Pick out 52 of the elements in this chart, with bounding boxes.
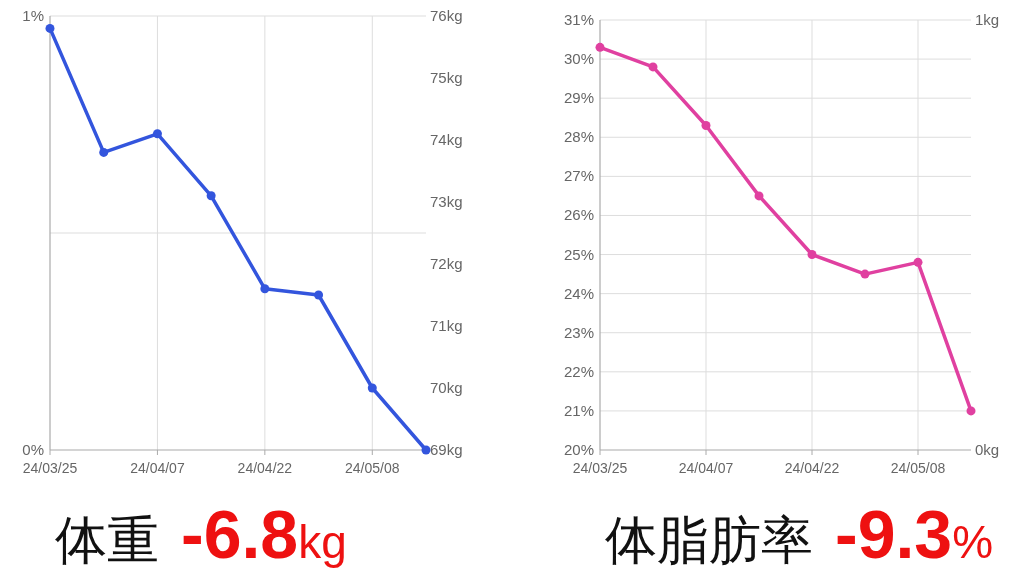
point bbox=[966, 406, 976, 416]
point bbox=[807, 250, 817, 260]
x-tick-label: 24/04/22 bbox=[237, 460, 293, 476]
y-tick-label: 0% bbox=[22, 441, 44, 458]
y2-tick-label: 70kg bbox=[430, 379, 463, 396]
y-tick-label: 30% bbox=[563, 50, 594, 68]
point bbox=[45, 23, 55, 33]
y2-tick-label: 75kg bbox=[430, 69, 463, 86]
point bbox=[648, 62, 658, 72]
y2-tick-label: 71kg bbox=[430, 317, 463, 334]
y-tick-label: 1% bbox=[22, 7, 44, 24]
x-tick-label: 24/04/22 bbox=[784, 460, 840, 476]
x-tick-label: 24/03/25 bbox=[572, 460, 628, 476]
point bbox=[860, 269, 870, 279]
y-tick-label: 20% bbox=[563, 441, 594, 458]
y-tick-label: 28% bbox=[563, 128, 594, 146]
point bbox=[367, 383, 377, 393]
x-tick-label: 24/05/08 bbox=[890, 460, 946, 476]
point bbox=[595, 42, 605, 52]
x-tick-label: 24/04/07 bbox=[130, 460, 185, 476]
y2-tick-label: 73kg bbox=[430, 193, 463, 210]
text: 体脂肪率 bbox=[605, 511, 813, 569]
y2-tick-label: 0kg bbox=[975, 441, 1000, 458]
x-tick-label: 24/03/25 bbox=[22, 460, 78, 476]
y-tick-label: 24% bbox=[563, 284, 594, 302]
y2-tick-label: 69kg bbox=[430, 441, 463, 458]
y-tick-label: 26% bbox=[563, 206, 594, 224]
y-tick-label: 22% bbox=[563, 362, 594, 380]
point bbox=[99, 147, 109, 157]
point bbox=[314, 290, 324, 300]
point bbox=[913, 257, 923, 267]
point bbox=[701, 121, 711, 131]
y-tick-label: 29% bbox=[563, 89, 594, 107]
y-tick-label: 31% bbox=[563, 11, 594, 28]
y-tick-label: 23% bbox=[563, 323, 594, 341]
y2-tick-label: 1kg bbox=[975, 11, 1000, 28]
point bbox=[421, 445, 431, 455]
point bbox=[260, 284, 270, 294]
text: -9.3% bbox=[835, 496, 994, 572]
y2-tick-label: 76kg bbox=[430, 7, 463, 24]
text: -6.8kg bbox=[181, 496, 347, 572]
y-tick-label: 21% bbox=[563, 401, 594, 419]
x-tick-label: 24/04/07 bbox=[678, 460, 734, 476]
point bbox=[152, 129, 162, 139]
point bbox=[206, 191, 216, 201]
y2-tick-label: 74kg bbox=[430, 131, 463, 148]
point bbox=[754, 191, 764, 201]
y-tick-label: 25% bbox=[563, 245, 594, 263]
y-tick-label: 27% bbox=[563, 167, 594, 185]
text: 体重 bbox=[55, 511, 159, 569]
x-tick-label: 24/05/08 bbox=[345, 460, 400, 476]
y2-tick-label: 72kg bbox=[430, 255, 463, 272]
